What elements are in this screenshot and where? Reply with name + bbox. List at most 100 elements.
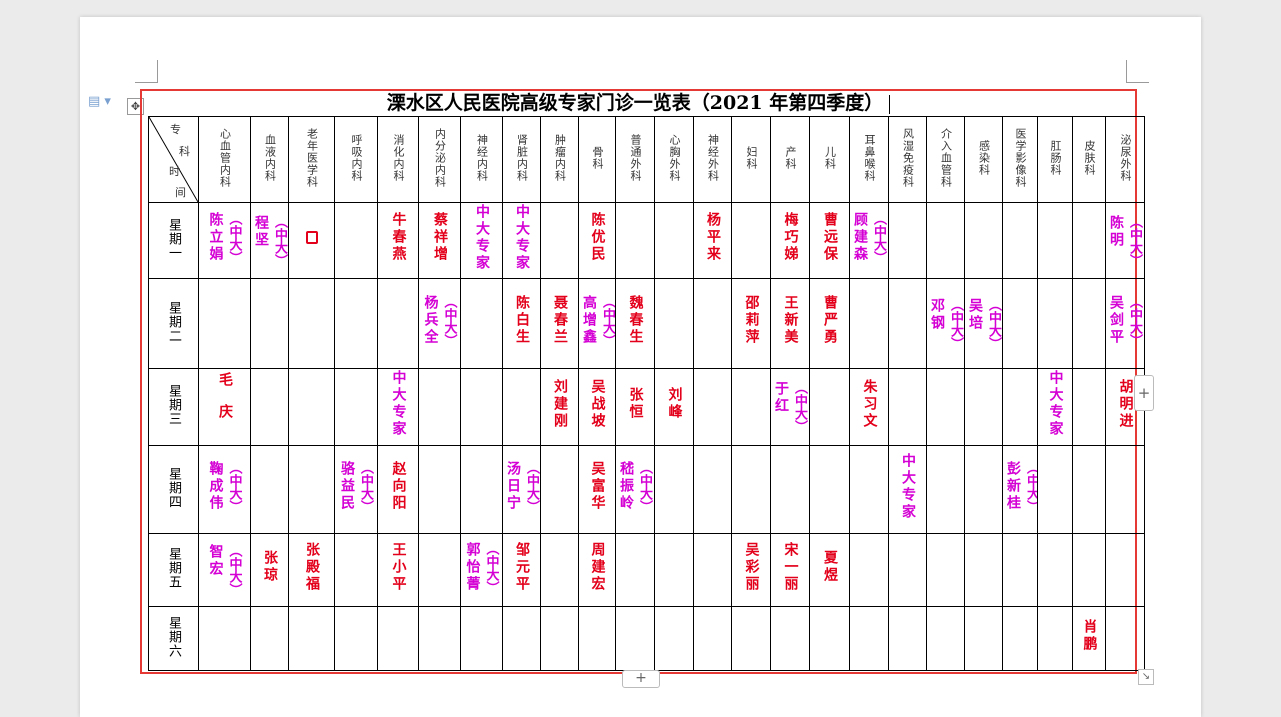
table-title[interactable]: 溧水区人民医院高级专家门诊一览表（2021 年第四季度） [142, 90, 1135, 116]
day-cell[interactable]: 星期三 [148, 368, 199, 446]
schedule-cell[interactable]: 赵向阳 [377, 445, 419, 534]
department-header[interactable]: 妇科 [731, 116, 771, 203]
department-header[interactable]: 消化内科 [377, 116, 419, 203]
schedule-cell[interactable] [288, 278, 335, 369]
schedule-cell[interactable] [288, 368, 335, 446]
schedule-cell[interactable]: 张琼 [250, 533, 289, 607]
schedule-cell[interactable] [1037, 202, 1073, 279]
schedule-cell[interactable] [540, 533, 579, 607]
department-header[interactable]: 肾脏内科 [502, 116, 541, 203]
schedule-cell[interactable] [693, 533, 732, 607]
resize-corner-icon[interactable]: ↘ [1138, 669, 1154, 685]
department-header[interactable]: 肿瘤内科 [540, 116, 579, 203]
department-header[interactable]: 医学影像科 [1002, 116, 1038, 203]
schedule-cell[interactable] [1105, 533, 1145, 607]
schedule-cell[interactable] [377, 278, 419, 369]
schedule-cell[interactable] [654, 278, 694, 369]
schedule-cell[interactable] [418, 533, 461, 607]
schedule-cell[interactable]: 高增鑫 （中大） [578, 278, 616, 369]
schedule-cell[interactable] [1037, 278, 1073, 369]
schedule-cell[interactable] [1002, 606, 1038, 671]
schedule-cell[interactable] [334, 533, 378, 607]
schedule-cell[interactable] [731, 368, 771, 446]
department-header[interactable]: 耳鼻喉科 [849, 116, 889, 203]
schedule-cell[interactable]: 夏煜 [809, 533, 850, 607]
schedule-cell[interactable] [849, 445, 889, 534]
schedule-cell[interactable] [615, 606, 655, 671]
schedule-cell[interactable] [731, 202, 771, 279]
schedule-cell[interactable] [1037, 445, 1073, 534]
department-header[interactable]: 神经外科 [693, 116, 732, 203]
schedule-cell[interactable]: 中大专家 [502, 202, 541, 279]
department-header[interactable]: 呼吸内科 [334, 116, 378, 203]
schedule-cell[interactable]: 中大专家 [377, 368, 419, 446]
day-cell[interactable]: 星期四 [148, 445, 199, 534]
schedule-cell[interactable] [1105, 445, 1145, 534]
document-icon[interactable]: ▤ ▾ [88, 94, 111, 109]
department-header[interactable]: 普通外科 [615, 116, 655, 203]
schedule-cell[interactable]: 陈立娟 （中大） [198, 202, 251, 279]
schedule-cell[interactable]: 嵇振岭 （中大） [615, 445, 655, 534]
schedule-cell[interactable] [926, 202, 965, 279]
schedule-cell[interactable] [926, 606, 965, 671]
schedule-cell[interactable] [460, 368, 503, 446]
schedule-cell[interactable] [1072, 202, 1106, 279]
department-header[interactable]: 老年医学科 [288, 116, 335, 203]
schedule-cell[interactable]: 朱习文 [849, 368, 889, 446]
department-header[interactable]: 血液内科 [250, 116, 289, 203]
schedule-cell[interactable]: 0 [288, 202, 335, 279]
schedule-cell[interactable] [198, 278, 251, 369]
schedule-cell[interactable] [198, 606, 251, 671]
schedule-cell[interactable] [849, 533, 889, 607]
schedule-cell[interactable] [334, 606, 378, 671]
schedule-cell[interactable]: 汤日宁 （中大） [502, 445, 541, 534]
schedule-cell[interactable] [809, 368, 850, 446]
schedule-cell[interactable]: 邓钢 （中大） [926, 278, 965, 369]
schedule-cell[interactable] [540, 202, 579, 279]
schedule-cell[interactable] [460, 606, 503, 671]
schedule-cell[interactable]: 周建宏 [578, 533, 616, 607]
schedule-cell[interactable]: 陈明 （中大） [1105, 202, 1145, 279]
schedule-cell[interactable]: 吴富华 [578, 445, 616, 534]
schedule-cell[interactable]: 肖鹏 [1072, 606, 1106, 671]
schedule-cell[interactable] [250, 445, 289, 534]
schedule-cell[interactable] [1072, 368, 1106, 446]
department-header[interactable]: 感染科 [964, 116, 1003, 203]
schedule-cell[interactable]: 顾建森 （中大） [849, 202, 889, 279]
schedule-cell[interactable]: 彭新桂 （中大） [1002, 445, 1038, 534]
schedule-cell[interactable] [1002, 278, 1038, 369]
department-header[interactable]: 神经内科 [460, 116, 503, 203]
schedule-cell[interactable] [693, 368, 732, 446]
schedule-cell[interactable] [1105, 606, 1145, 671]
schedule-cell[interactable]: 吴剑平 （中大） [1105, 278, 1145, 369]
department-header[interactable]: 皮肤科 [1072, 116, 1106, 203]
schedule-cell[interactable] [888, 606, 927, 671]
department-header[interactable]: 内分泌内科 [418, 116, 461, 203]
schedule-cell[interactable] [809, 445, 850, 534]
schedule-cell[interactable]: 王小平 [377, 533, 419, 607]
schedule-cell[interactable] [888, 278, 927, 369]
corner-header-cell[interactable]: 专科时间 [148, 116, 199, 203]
schedule-cell[interactable] [964, 606, 1003, 671]
schedule-cell[interactable] [731, 606, 771, 671]
schedule-cell[interactable] [926, 445, 965, 534]
schedule-cell[interactable] [849, 606, 889, 671]
schedule-cell[interactable] [809, 606, 850, 671]
schedule-cell[interactable]: 曹严勇 [809, 278, 850, 369]
schedule-cell[interactable]: 智宏 （中大） [198, 533, 251, 607]
department-header[interactable]: 介入血管科 [926, 116, 965, 203]
schedule-cell[interactable] [502, 368, 541, 446]
schedule-cell[interactable]: 刘峰 [654, 368, 694, 446]
day-cell[interactable]: 星期五 [148, 533, 199, 607]
schedule-cell[interactable]: 梅巧娣 [770, 202, 810, 279]
schedule-cell[interactable] [460, 445, 503, 534]
schedule-cell[interactable] [964, 445, 1003, 534]
schedule-cell[interactable]: 张恒 [615, 368, 655, 446]
schedule-cell[interactable]: 中大专家 [460, 202, 503, 279]
schedule-cell[interactable] [693, 445, 732, 534]
schedule-cell[interactable] [1002, 533, 1038, 607]
schedule-cell[interactable] [418, 606, 461, 671]
schedule-cell[interactable] [770, 445, 810, 534]
schedule-cell[interactable]: 牛春燕 [377, 202, 419, 279]
schedule-cell[interactable] [460, 278, 503, 369]
